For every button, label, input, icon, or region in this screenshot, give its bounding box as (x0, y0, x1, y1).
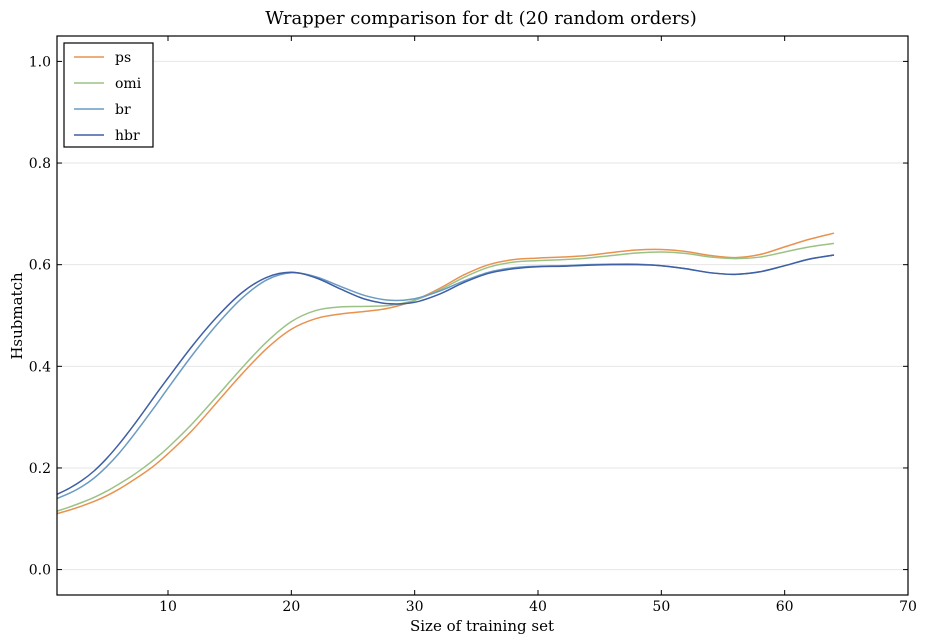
legend-label-br: br (115, 102, 131, 118)
legend-label-hbr: hbr (115, 128, 140, 144)
series-lines (56, 232, 835, 515)
series-line-hbr (56, 254, 835, 496)
chart-title: Wrapper comparison for dt (20 random ord… (265, 8, 697, 29)
x-tick-label: 20 (282, 599, 300, 615)
x-tick-label: 40 (529, 599, 547, 615)
x-tick-label: 70 (899, 599, 917, 615)
series-line-ps (56, 232, 835, 515)
legend: ps omi br hbr (63, 42, 154, 148)
plot-frame (56, 35, 909, 596)
y-tick-label: 1.0 (29, 54, 51, 70)
grid (57, 60, 908, 571)
y-tick-label: 0.0 (29, 563, 51, 579)
y-tick-label: 0.8 (29, 156, 51, 172)
x-tick-label: 10 (159, 599, 177, 615)
x-tick-label: 60 (776, 599, 794, 615)
y-axis-label: Hsubmatch (8, 272, 26, 360)
y-tick-label: 0.4 (29, 359, 51, 375)
y-tick-label: 0.6 (29, 258, 51, 274)
x-axis-label: Size of training set (410, 617, 554, 635)
x-tick-label: 50 (652, 599, 670, 615)
series-line-omi (56, 242, 835, 512)
y-tick-label: 0.2 (29, 461, 51, 477)
legend-label-ps: ps (115, 50, 131, 66)
legend-box (63, 42, 154, 148)
legend-label-omi: omi (115, 76, 142, 92)
axis-ticks: 0.0 0.2 0.4 0.6 0.8 1.0 10 20 30 40 50 60 70 (29, 36, 917, 615)
x-tick-label: 30 (406, 599, 424, 615)
